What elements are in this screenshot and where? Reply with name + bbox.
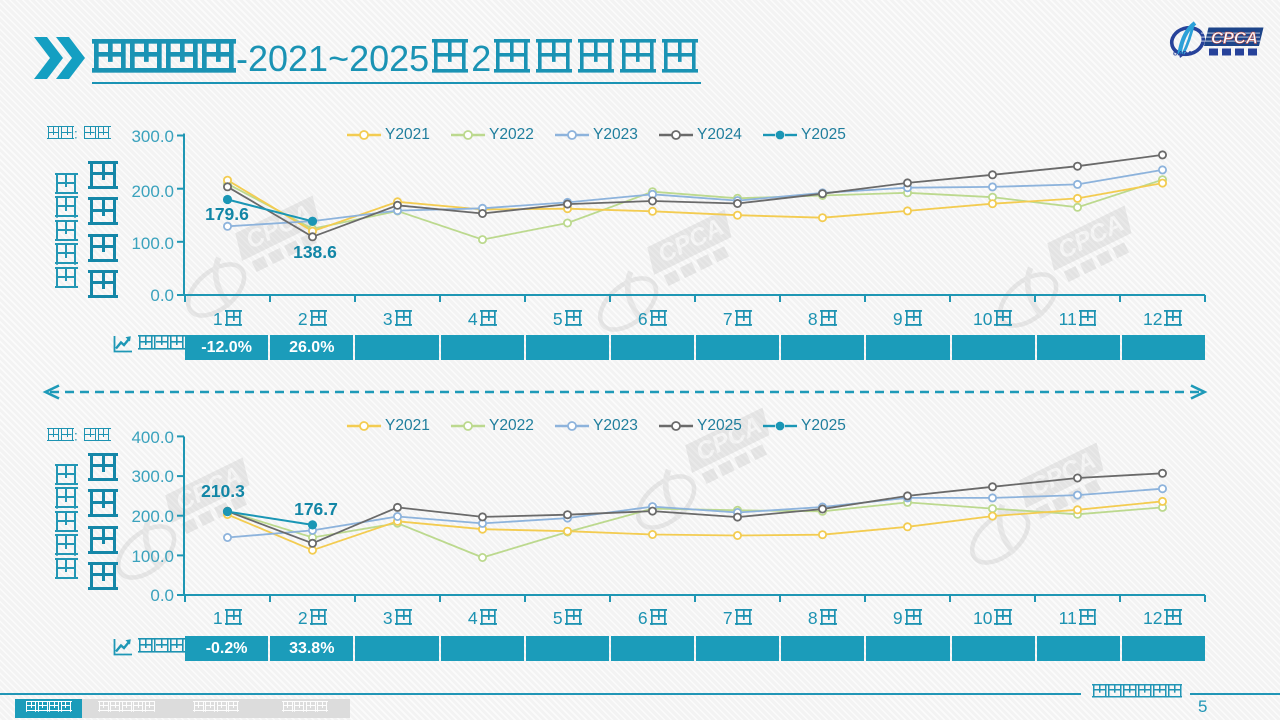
svg-text:CPCA: CPCA xyxy=(1211,30,1258,48)
svg-text:CADA: CADA xyxy=(1173,51,1192,58)
svg-text:179.6: 179.6 xyxy=(205,204,249,224)
svg-text:176.7: 176.7 xyxy=(294,499,338,519)
svg-text:138.6: 138.6 xyxy=(293,242,337,262)
svg-text:210.3: 210.3 xyxy=(201,481,245,501)
